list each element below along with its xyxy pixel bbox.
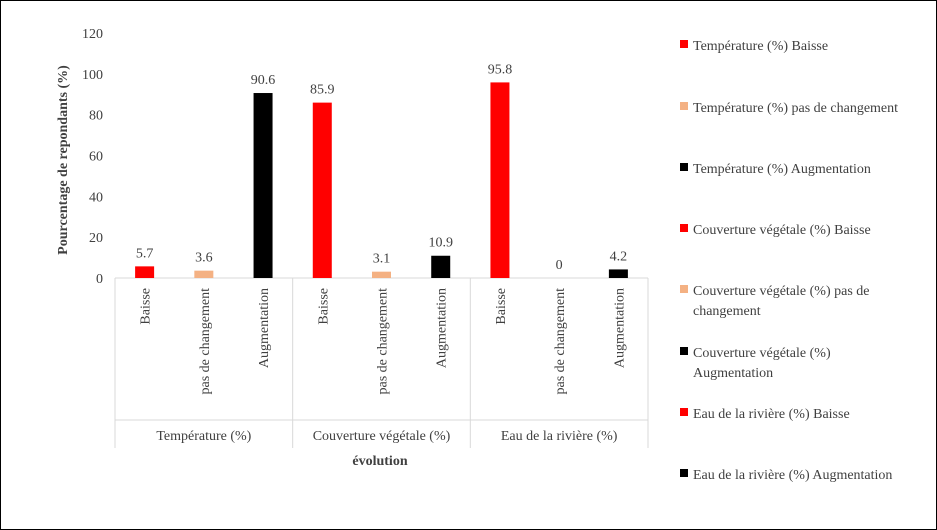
category-label: pas de changement xyxy=(376,288,391,395)
data-label: 90.6 xyxy=(251,73,276,88)
legend-label: Température (%) pas de changement xyxy=(693,101,898,116)
y-tick-label: 80 xyxy=(89,109,103,124)
y-tick-label: 40 xyxy=(89,190,103,205)
legend-item: Température (%) Baisse xyxy=(680,39,828,54)
y-tick-label: 20 xyxy=(89,231,103,246)
legend-swatch xyxy=(680,347,688,355)
legend-swatch xyxy=(680,408,688,416)
legend-item: Couverture végétale (%) pas de changement xyxy=(680,284,869,319)
bar xyxy=(312,102,332,278)
bar xyxy=(135,266,155,278)
bars xyxy=(135,82,628,279)
data-label: 3.6 xyxy=(195,251,213,266)
legend-label: Couverture végétale (%) xyxy=(693,346,831,361)
legend-label: changement xyxy=(693,304,761,319)
category-label: Baisse xyxy=(494,288,509,325)
data-label: 0 xyxy=(556,258,563,273)
legend-swatch xyxy=(680,102,688,110)
legend-label: Couverture végétale (%) Baisse xyxy=(693,223,871,238)
group-label: Eau de la rivière (%) xyxy=(501,429,618,444)
bar xyxy=(608,269,628,278)
legend-item: Eau de la rivière (%) Baisse xyxy=(680,407,850,422)
legend-label: Température (%) Baisse xyxy=(693,39,828,54)
legend-item: Température (%) pas de changement xyxy=(680,101,898,116)
legend: Température (%) Baisse Température (%) pa… xyxy=(680,39,898,483)
y-tick-label: 100 xyxy=(82,68,103,83)
legend-item: Couverture végétale (%) Augmentation xyxy=(680,346,831,381)
group-label: Couverture végétale (%) xyxy=(313,429,451,444)
legend-label: Augmentation xyxy=(693,366,773,381)
y-tick-label: 0 xyxy=(96,272,103,287)
y-tick-label: 120 xyxy=(82,27,103,42)
category-label: Baisse xyxy=(139,288,154,325)
data-label: 10.9 xyxy=(428,236,453,251)
category-label: Augmentation xyxy=(435,288,450,368)
category-label: Augmentation xyxy=(257,288,272,368)
legend-item: Couverture végétale (%) Baisse xyxy=(680,223,871,238)
legend-swatch xyxy=(680,469,688,477)
category-label: pas de changement xyxy=(553,288,568,395)
legend-swatch xyxy=(680,285,688,293)
data-labels: 5.7 3.6 90.6 85.9 3.1 10.9 95.8 0 4.2 xyxy=(136,62,627,273)
y-axis-ticks: 0 20 40 60 80 100 120 xyxy=(82,27,103,287)
bar xyxy=(253,93,273,279)
group-label: Température (%) xyxy=(156,429,251,444)
x-axis-title: évolution xyxy=(352,454,407,469)
legend-swatch xyxy=(680,224,688,232)
legend-swatch xyxy=(680,163,688,171)
bar xyxy=(431,255,451,278)
category-labels: Baisse pas de changement Augmentation Baiss… xyxy=(139,288,628,395)
group-labels: Température (%) Couverture végétale (%) Ea… xyxy=(156,429,617,444)
category-label: pas de changement xyxy=(198,288,213,395)
data-label: 5.7 xyxy=(136,246,154,261)
legend-label: Température (%) Augmentation xyxy=(693,162,871,177)
legend-swatch xyxy=(680,40,688,48)
y-tick-label: 60 xyxy=(89,150,103,165)
category-label: Baisse xyxy=(316,288,331,325)
legend-label: Eau de la rivière (%) Baisse xyxy=(693,407,850,422)
y-axis-title: Pourcentage de repondants (%) xyxy=(56,65,71,255)
data-label: 4.2 xyxy=(610,249,628,264)
bar xyxy=(194,270,214,278)
bar xyxy=(372,271,391,278)
legend-label: Eau de la rivière (%) Augmentation xyxy=(693,468,892,483)
bar xyxy=(490,82,510,279)
legend-label: Couverture végétale (%) pas de xyxy=(693,284,869,299)
legend-item: Température (%) Augmentation xyxy=(680,162,871,177)
data-label: 3.1 xyxy=(373,252,391,267)
data-label: 85.9 xyxy=(310,83,335,98)
category-label: Augmentation xyxy=(612,288,627,368)
data-label: 95.8 xyxy=(488,62,513,77)
legend-item: Eau de la rivière (%) Augmentation xyxy=(680,468,892,483)
